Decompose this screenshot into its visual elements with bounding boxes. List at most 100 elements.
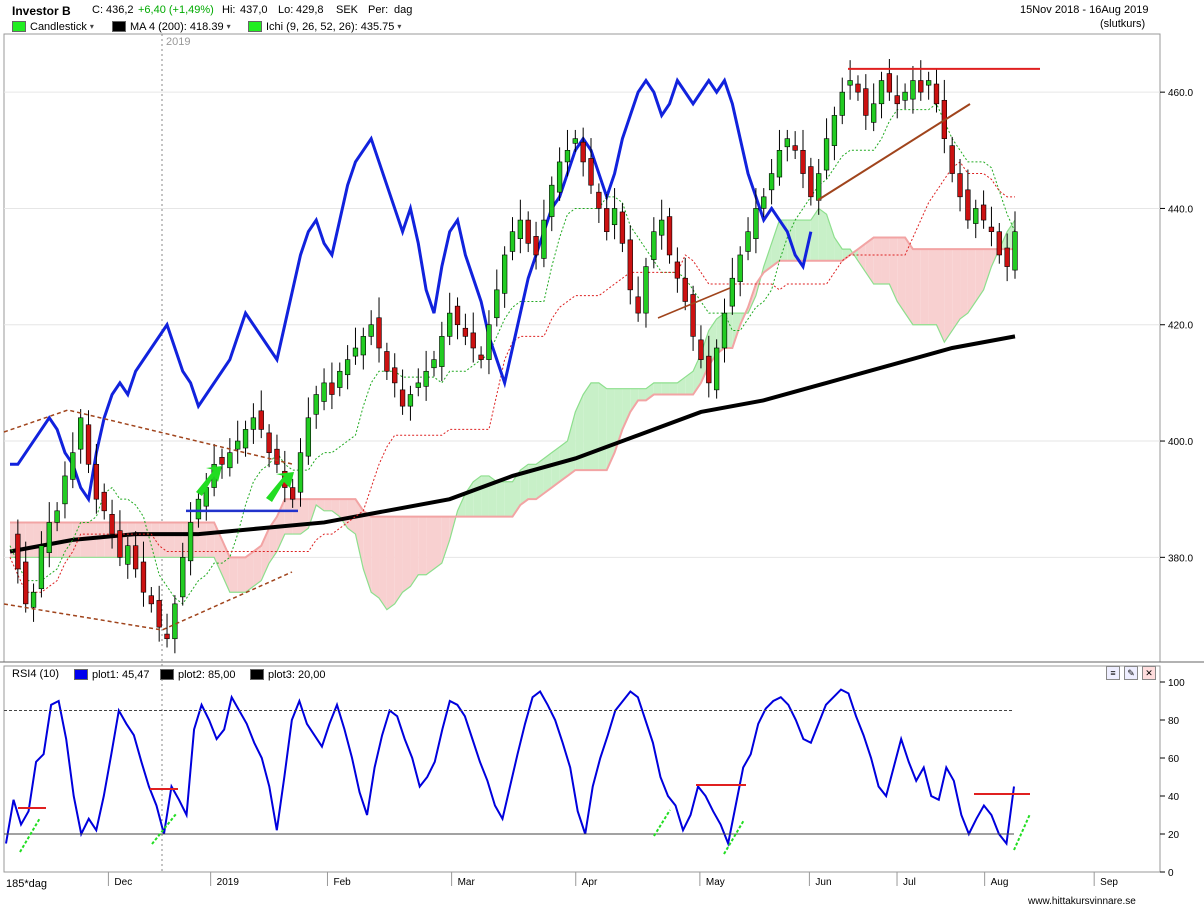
candle-body — [54, 510, 60, 523]
candle-body — [399, 389, 406, 407]
rsi-arrow-icon — [151, 813, 177, 845]
candle-body — [509, 231, 516, 252]
cloud-segment — [253, 545, 262, 587]
candle-body — [15, 533, 21, 570]
rsi-arrow-icon — [19, 817, 41, 853]
candle-body — [855, 83, 861, 93]
y-tick-label: 440.0 — [1168, 204, 1193, 215]
cloud-segment — [386, 516, 395, 610]
period-label: Per: — [368, 4, 389, 16]
legend-candlestick[interactable]: Candlestick ▾ — [12, 20, 94, 33]
candle-body — [415, 382, 421, 388]
cloud-segment — [237, 557, 246, 593]
candle-body — [808, 166, 814, 198]
trend-line-short — [657, 287, 731, 319]
close-icon[interactable]: ✕ — [1142, 666, 1156, 680]
chevron-down-icon[interactable]: ▾ — [226, 22, 231, 31]
cloud-segment — [912, 249, 921, 325]
cloud-segment — [661, 382, 670, 395]
candle-body — [666, 216, 673, 256]
cloud-segment — [331, 499, 340, 517]
low-value: 429,8 — [296, 4, 324, 16]
cloud-segment — [967, 249, 976, 314]
cloud-segment — [897, 237, 906, 314]
candle-body — [713, 347, 720, 391]
rsi-legend-plot1: plot1: 45,47 — [74, 668, 150, 681]
candle-body — [360, 336, 366, 356]
candle-body — [187, 522, 194, 562]
legend-swatch — [12, 21, 26, 32]
x-tick-label: May — [706, 877, 725, 888]
candle-body — [682, 277, 688, 302]
cloud-segment — [810, 208, 819, 261]
cloud-segment — [551, 446, 560, 488]
rsi-legend-plot2: plot2: 85,00 — [160, 668, 236, 681]
close-label: C: — [92, 4, 103, 16]
cloud-segment — [857, 243, 866, 273]
cloud-segment — [245, 551, 254, 593]
cloud-segment — [496, 481, 505, 517]
candle-body — [447, 312, 453, 337]
cloud-segment — [214, 522, 222, 575]
candle-body — [902, 91, 908, 101]
candle-body — [266, 432, 272, 453]
candle-body — [164, 633, 170, 640]
candle-body — [690, 294, 696, 337]
period-value: dag — [394, 4, 413, 16]
candle-body — [85, 424, 92, 465]
cloud-segment — [575, 394, 584, 471]
cloud-segment — [316, 499, 325, 511]
cloud-segment — [795, 220, 804, 261]
x-tick-label: 2019 — [217, 877, 240, 888]
senkou-span-b — [10, 236, 1015, 559]
candle-body — [792, 145, 798, 151]
candle-body — [38, 545, 45, 590]
legend-ichimoku[interactable]: Ichi (9, 26, 52, 26): 435.75 ▾ — [248, 20, 401, 33]
candle-body — [745, 231, 751, 252]
arrow-up-icon — [266, 472, 294, 502]
y-tick-label: 460.0 — [1168, 88, 1193, 99]
cloud-segment — [630, 388, 639, 412]
cloud-segment — [622, 388, 631, 430]
settings-icon[interactable]: ✎ — [1124, 666, 1138, 680]
cloud-segment — [488, 475, 497, 517]
cloud-segment — [57, 522, 65, 558]
candle-body — [776, 149, 783, 178]
cloud-segment — [842, 249, 851, 261]
candle-body — [258, 410, 264, 430]
rsi-tick-label: 100 — [1168, 678, 1185, 689]
low-label: Lo: — [278, 4, 294, 16]
candle-body — [572, 138, 578, 144]
candle-body — [30, 591, 37, 608]
legend-label: Ichi (9, 26, 52, 26): 435.75 — [266, 20, 395, 33]
candle-body — [117, 530, 123, 558]
candle-body — [721, 312, 728, 349]
candle-body — [588, 158, 594, 186]
candle-body — [140, 561, 147, 593]
candle-body — [321, 382, 327, 402]
cloud-segment — [583, 382, 592, 471]
legend-ma[interactable]: MA 4 (200): 418.39 ▾ — [112, 20, 231, 33]
chevron-down-icon[interactable]: ▾ — [89, 22, 94, 31]
cloud-segment — [426, 516, 434, 575]
cloud-segment — [952, 249, 961, 331]
cloud-segment — [363, 510, 372, 593]
candle-body — [761, 196, 767, 209]
y-tick-label: 380.0 — [1168, 553, 1193, 564]
cloud-segment — [606, 388, 615, 471]
candle-body — [78, 417, 84, 450]
candle-body — [768, 173, 775, 191]
document-icon[interactable]: ≡ — [1106, 666, 1120, 680]
candle-body — [384, 351, 390, 372]
cloud-segment — [826, 214, 835, 261]
candle-body — [392, 367, 398, 384]
trend-line — [817, 103, 971, 201]
rsi-title: RSI4 (10) — [12, 668, 60, 680]
candle-body — [494, 289, 500, 319]
cloud-segment — [174, 522, 183, 558]
x-tick-label: Feb — [333, 877, 351, 888]
candle-body — [517, 219, 524, 239]
chevron-down-icon[interactable]: ▾ — [397, 22, 402, 31]
candle-body — [344, 359, 351, 376]
candle-body — [823, 138, 830, 171]
